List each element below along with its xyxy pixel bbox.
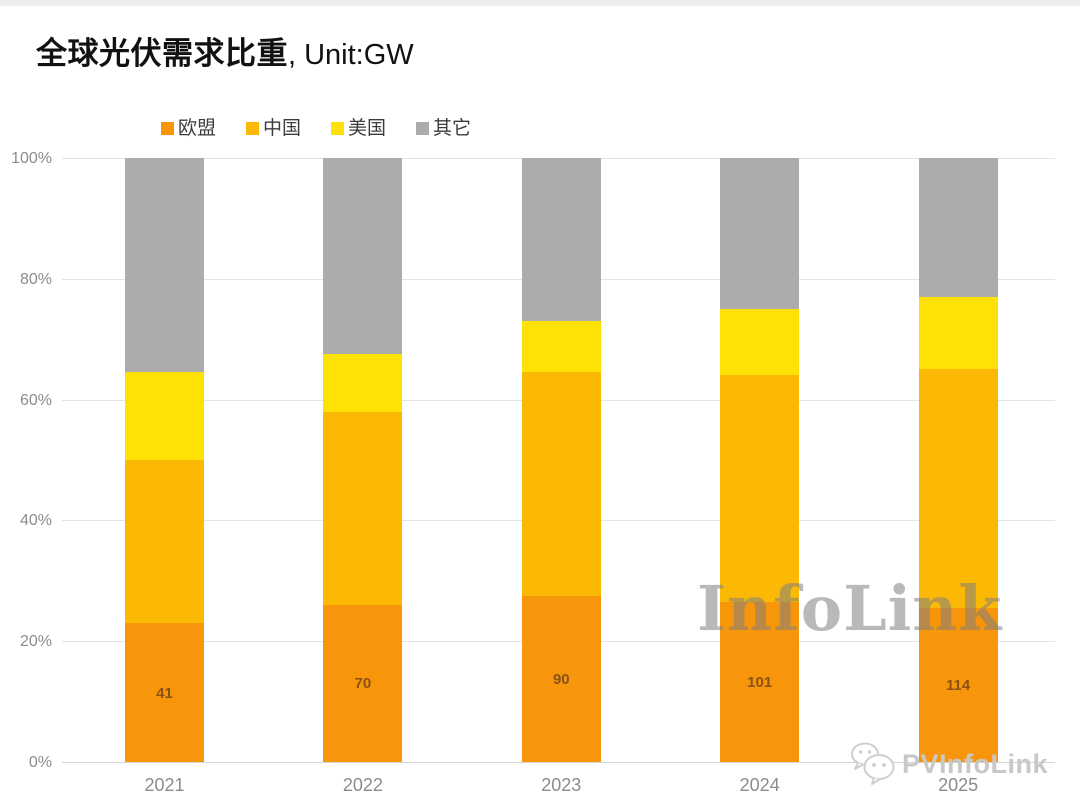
y-axis-tick-100%: 100% (11, 150, 52, 167)
infolink-watermark: InfoLink (697, 572, 1003, 645)
chart-title-main: 全球光伏需求比重 (36, 36, 288, 71)
segment-value-label-2021: 41 (156, 684, 173, 702)
bar-segment-2022-0 (323, 604, 403, 762)
bar-segment-2025-2 (918, 296, 998, 370)
chart-title: 全球光伏需求比重, Unit:GW (36, 28, 414, 73)
segment-value-label-2024: 101 (747, 673, 773, 691)
x-axis-tick-2025: 2025 (938, 775, 979, 795)
y-axis-tick-40%: 40% (19, 512, 52, 530)
legend-swatch-icon (331, 121, 345, 135)
bar-segment-2022-2 (323, 354, 403, 412)
bar-segment-2021-1 (125, 460, 204, 624)
bar-segment-2023-3 (521, 158, 601, 322)
wechat-icon (848, 738, 900, 790)
bar-segment-2025-1 (918, 369, 998, 608)
segment-value-label-2023: 90 (552, 670, 570, 688)
x-axis-tick-2023: 2023 (541, 775, 582, 795)
bar-segment-2023-1 (521, 372, 601, 596)
top-edge-strip (0, 0, 1080, 6)
legend-item-0: 欧盟 (161, 119, 216, 138)
y-axis-tick-0%: 0% (28, 754, 52, 771)
bar-segment-2023-0 (521, 595, 601, 762)
x-axis-tick-2024: 2024 (739, 775, 780, 795)
y-axis-tick-60%: 60% (19, 391, 52, 409)
chart-title-unit: , Unit:GW (288, 39, 414, 71)
legend-item-2: 美国 (331, 119, 386, 138)
bar-segment-2021-2 (125, 372, 204, 460)
bar-segment-2021-3 (125, 158, 204, 373)
bar-segment-2024-1 (720, 375, 800, 602)
segment-value-label-2025: 114 (945, 676, 971, 694)
bar-segment-2024-2 (720, 309, 800, 376)
y-axis-tick-80%: 80% (19, 270, 52, 288)
legend: 欧盟 中国 美国 其它 (161, 115, 501, 141)
legend-label: 欧盟 (178, 117, 217, 139)
legend-swatch-icon (416, 121, 430, 135)
bar-segment-2025-3 (918, 158, 998, 297)
x-axis-tick-2022: 2022 (342, 775, 383, 795)
bar-segment-2024-0 (720, 601, 800, 762)
legend-item-3: 其它 (416, 119, 471, 138)
legend-swatch-icon (161, 121, 174, 135)
pvinfolink-logo: PVInfoLink (848, 738, 1048, 790)
y-axis-tick-20%: 20% (19, 633, 52, 651)
bar-segment-2022-1 (323, 411, 403, 605)
legend-label: 美国 (348, 117, 387, 139)
legend-label: 其它 (433, 117, 472, 139)
bar-segment-2024-3 (720, 158, 800, 309)
bar-segment-2023-2 (521, 321, 601, 373)
legend-item-1: 中国 (246, 119, 301, 138)
x-axis-tick-2021: 2021 (144, 775, 185, 795)
pvinfolink-label: PVInfoLink (902, 748, 1048, 779)
legend-label: 中国 (263, 117, 302, 139)
bar-segment-2021-0 (125, 623, 204, 762)
segment-value-label-2022: 70 (354, 675, 372, 693)
bar-segment-2025-0 (918, 607, 998, 762)
gridline-0% (62, 762, 1055, 763)
legend-swatch-icon (246, 121, 260, 135)
bar-segment-2022-3 (323, 158, 403, 355)
